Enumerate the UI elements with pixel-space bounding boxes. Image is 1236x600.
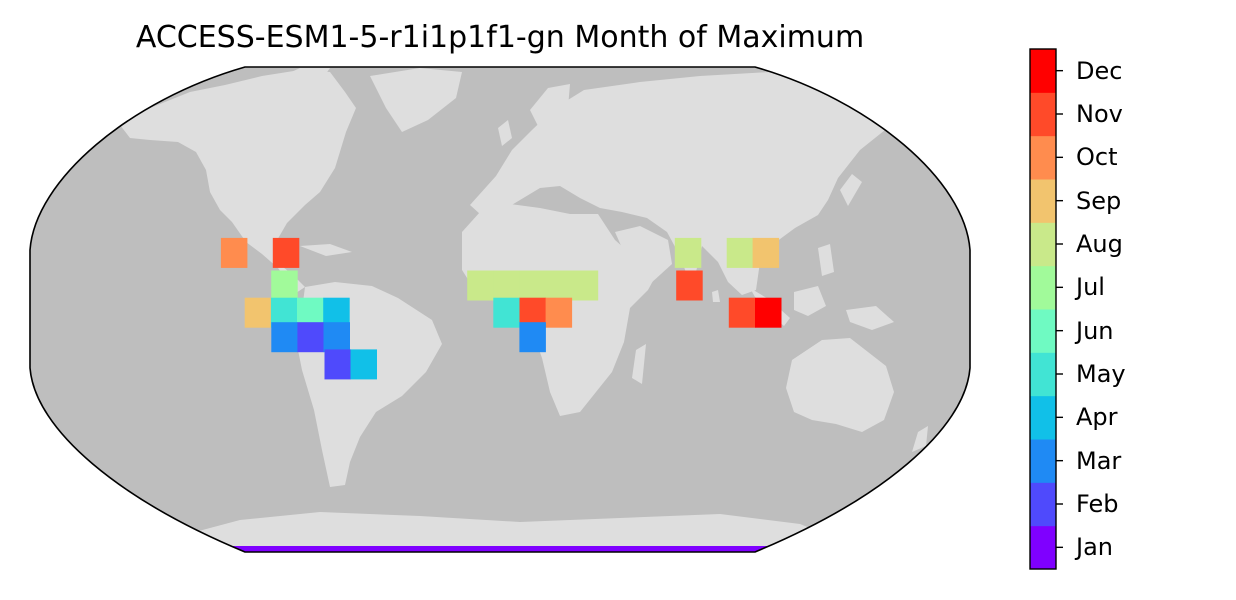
colorbar xyxy=(1029,48,1063,570)
data-cell xyxy=(493,270,520,301)
data-cell xyxy=(545,270,572,301)
greenland-landmass xyxy=(370,68,462,132)
new-zealand-landmass xyxy=(912,426,928,452)
colorbar-label-mar: Mar xyxy=(1076,446,1122,475)
colorbar-label-nov: Nov xyxy=(1076,100,1123,128)
australia-landmass xyxy=(786,338,894,432)
data-cell xyxy=(728,297,756,328)
colorbar-segment xyxy=(1030,525,1056,570)
borneo-landmass xyxy=(794,286,826,316)
data-cell xyxy=(571,270,599,301)
sri-lanka-landmass xyxy=(712,290,720,302)
colorbar-segment xyxy=(1030,179,1056,223)
colorbar-segment xyxy=(1030,439,1056,483)
colorbar-segment xyxy=(1030,352,1056,397)
arabia-landmass xyxy=(615,226,672,284)
data-cell xyxy=(297,322,324,353)
data-cell xyxy=(676,270,703,301)
arctic-islands-landmass xyxy=(270,68,330,88)
new-guinea-landmass xyxy=(846,306,894,330)
data-cell xyxy=(350,349,377,380)
colorbar-label-sep: Sep xyxy=(1076,186,1122,215)
japan-landmass xyxy=(840,174,862,206)
map-outline xyxy=(29,66,971,553)
colorbar-frame xyxy=(1029,48,1057,570)
colorbar-label-apr: Apr xyxy=(1076,403,1118,432)
data-cells xyxy=(170,237,830,552)
data-cell xyxy=(324,349,351,380)
data-cell xyxy=(244,297,272,328)
data-cell xyxy=(519,322,546,353)
data-cell xyxy=(519,270,546,301)
colorbar-label-jan: Jan xyxy=(1076,533,1113,562)
colorbar-segment xyxy=(1030,92,1056,137)
colorbar-label-jul: Jul xyxy=(1076,273,1105,302)
colorbar-segment xyxy=(1030,265,1056,310)
data-cell xyxy=(272,237,300,268)
data-cell xyxy=(545,297,573,328)
colorbar-label-oct: Oct xyxy=(1076,143,1118,172)
colorbar-segment xyxy=(1030,135,1056,180)
data-cell xyxy=(170,546,830,552)
colorbar-label-dec: Dec xyxy=(1076,56,1123,85)
map-title: ACCESS-ESM1-5-r1i1p1f1-gn Month of Maxim… xyxy=(135,20,865,55)
philippines-landmass xyxy=(818,244,834,276)
colorbar-label-aug: Aug xyxy=(1076,230,1123,258)
colorbar-label-feb: Feb xyxy=(1076,490,1119,518)
colorbar-label-may: May xyxy=(1076,360,1126,388)
data-cell xyxy=(752,237,780,268)
eurasia-landmass xyxy=(470,72,905,295)
data-cell xyxy=(323,322,350,353)
data-cell xyxy=(467,270,494,301)
data-cell xyxy=(726,237,754,268)
data-cell xyxy=(674,237,702,268)
colorbar-label-jun: Jun xyxy=(1076,316,1114,345)
colorbar-segment xyxy=(1030,49,1056,93)
data-cell xyxy=(493,297,520,328)
data-cell xyxy=(271,270,298,301)
colorbar-segment xyxy=(1030,482,1056,527)
britain-landmass xyxy=(498,120,512,146)
scandinavia-landmass xyxy=(530,84,570,136)
caribbean-islands-landmass xyxy=(300,244,352,256)
colorbar-segment xyxy=(1030,222,1056,267)
data-cell xyxy=(755,297,782,328)
data-cell xyxy=(271,322,298,353)
madagascar-landmass xyxy=(632,344,646,384)
data-cell xyxy=(220,237,248,268)
colorbar-segment xyxy=(1030,395,1056,440)
colorbar-segment xyxy=(1030,309,1056,353)
north-america-landmass xyxy=(120,70,356,293)
